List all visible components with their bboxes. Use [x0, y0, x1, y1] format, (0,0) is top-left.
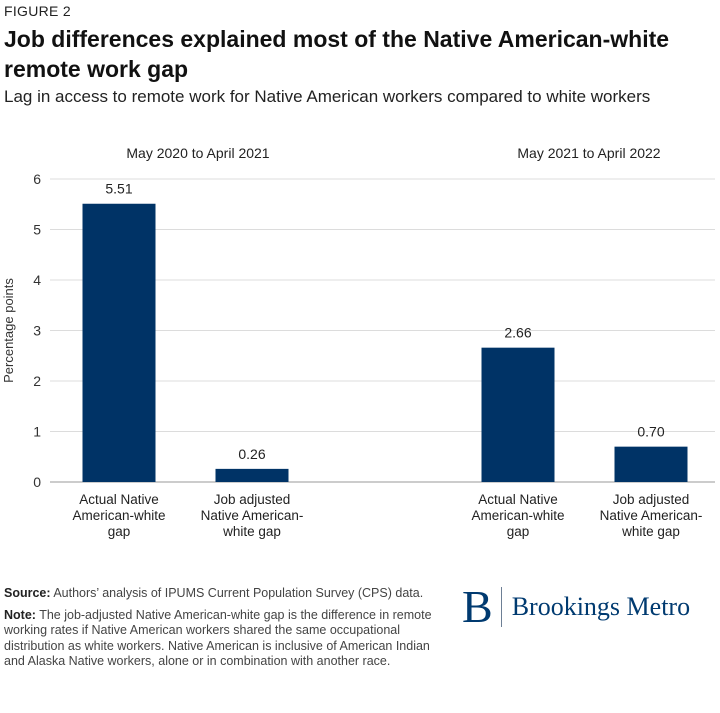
x-tick-label: white gap: [621, 524, 680, 539]
y-tick-label: 3: [33, 323, 41, 339]
data-label: 5.51: [105, 181, 132, 197]
y-tick-label: 2: [33, 373, 41, 389]
x-tick-label: Actual Native: [79, 492, 159, 507]
bar-chart: 0 1 2 3 4 5 6 Percentage points May 2020 to Apri…: [1, 145, 715, 539]
figure-label: FIGURE 2: [4, 3, 71, 19]
source-label: Source:: [4, 586, 51, 600]
logo-mark: B: [462, 581, 493, 632]
bar: [481, 347, 555, 482]
y-axis-label: Percentage points: [1, 278, 16, 383]
x-tick-label: gap: [108, 524, 131, 539]
y-tick-label: 1: [33, 424, 41, 440]
footnotes: Source: Authors’ analysis of IPUMS Curre…: [4, 586, 434, 676]
bar: [215, 468, 289, 482]
source-note: Source: Authors’ analysis of IPUMS Curre…: [4, 586, 434, 602]
x-tick-label: gap: [507, 524, 530, 539]
x-tick-label: Job adjusted: [613, 492, 690, 507]
x-tick-label: Actual Native: [478, 492, 558, 507]
x-tick-label: American-white: [72, 508, 165, 523]
bar: [614, 446, 688, 482]
data-label: 2.66: [504, 325, 531, 341]
y-tick-label: 4: [33, 272, 41, 288]
group-label: May 2020 to April 2021: [126, 145, 269, 161]
method-note: Note: The job-adjusted Native American-w…: [4, 608, 434, 670]
y-tick-label: 6: [33, 171, 41, 187]
y-tick-label: 5: [33, 222, 41, 238]
note-label: Note:: [4, 607, 36, 622]
source-text: Authors’ analysis of IPUMS Current Popul…: [50, 586, 424, 600]
logo-divider: [500, 587, 502, 627]
x-tick-label: American-white: [471, 508, 564, 523]
brookings-logo: B Brookings Metro: [462, 581, 691, 632]
group-label: May 2021 to April 2022: [517, 145, 660, 161]
logo-text: Brookings Metro: [511, 592, 691, 621]
bar: [82, 203, 156, 482]
y-tick-label: 0: [33, 474, 41, 490]
chart-title: Job differences explained most of the Na…: [4, 26, 670, 82]
x-tick-label: white gap: [222, 524, 281, 539]
data-label: 0.26: [238, 446, 265, 462]
chart-subtitle: Lag in access to remote work for Native …: [4, 87, 651, 106]
x-tick-label: Native American-: [201, 508, 304, 523]
data-label: 0.70: [637, 424, 664, 440]
x-tick-label: Job adjusted: [214, 492, 291, 507]
note-text: The job-adjusted Native American-white g…: [4, 607, 432, 669]
x-tick-label: Native American-: [600, 508, 703, 523]
